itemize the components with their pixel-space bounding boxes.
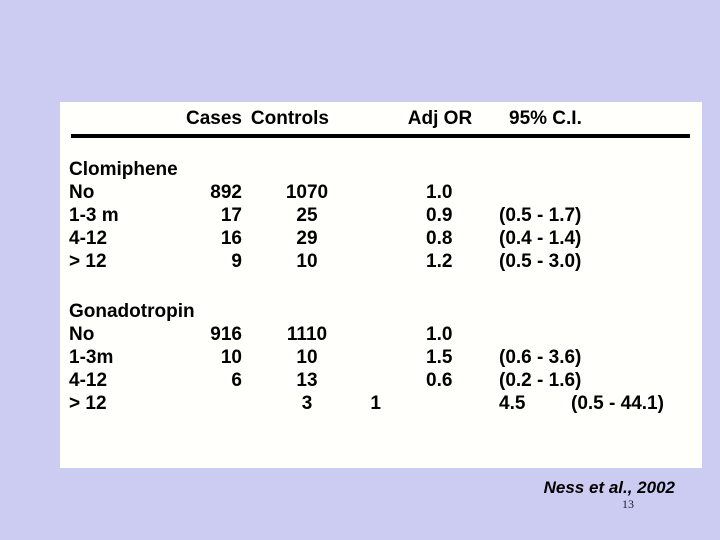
citation: Ness et al., 2002 bbox=[543, 478, 675, 497]
row-label: No bbox=[69, 182, 95, 203]
header-mid-spacer bbox=[329, 107, 381, 130]
cell-controls bbox=[242, 300, 329, 323]
cell-mid: 1 bbox=[370, 393, 381, 414]
ci-value: (0.5 - 44.1) bbox=[571, 393, 664, 414]
cell-cases: 916 bbox=[210, 324, 242, 345]
row-label: > 12 bbox=[69, 251, 107, 272]
table-row: > 12 9 10 1.2 (0.5 - 3.0) bbox=[60, 250, 702, 273]
cell-adj-or: 1.0 bbox=[426, 324, 453, 345]
cell-mid bbox=[329, 250, 381, 273]
cell-adj-or: 1.5 bbox=[426, 347, 453, 368]
cell-controls: 29 bbox=[296, 228, 318, 249]
table-row: 4-12 16 29 0.8 (0.4 - 1.4) bbox=[60, 227, 702, 250]
cell-controls: 10 bbox=[296, 251, 318, 272]
cell-mid bbox=[329, 227, 381, 250]
table-row: No 916 1110 1.0 bbox=[60, 323, 702, 346]
cell-ci: (0.6 - 3.6) bbox=[499, 346, 702, 369]
cell-adj-or: 0.6 bbox=[426, 370, 453, 391]
cell-controls: 3 bbox=[301, 393, 313, 414]
cell-ci: 4.5 (0.5 - 44.1) bbox=[499, 392, 702, 415]
cell-cases bbox=[184, 300, 242, 323]
header-spacer bbox=[60, 107, 184, 130]
cell-mid bbox=[329, 323, 381, 346]
cell-cases: 17 bbox=[220, 205, 242, 226]
cell-cases bbox=[184, 158, 242, 181]
section-label: Clomiphene bbox=[69, 159, 178, 180]
cell-adj-or: 0.8 bbox=[426, 228, 453, 249]
cell-controls: 25 bbox=[296, 205, 318, 226]
header-underline bbox=[71, 134, 690, 138]
cell-ci: (0.2 - 1.6) bbox=[499, 369, 702, 392]
table-section-row-clomiphene: Clomiphene bbox=[60, 158, 702, 181]
cell-adj-or bbox=[381, 158, 499, 181]
results-table-panel: Cases Controls Adj OR 95% C.I. Clomiphen… bbox=[60, 102, 702, 468]
row-label: > 12 bbox=[69, 393, 107, 414]
header-adj-or: Adj OR bbox=[407, 108, 473, 129]
cell-adj-or bbox=[381, 392, 499, 415]
page-number: 13 bbox=[622, 497, 634, 511]
ci-value: (0.5 - 3.0) bbox=[499, 251, 582, 272]
cell-mid bbox=[329, 346, 381, 369]
cell-ci bbox=[499, 323, 702, 346]
cell-controls: 1110 bbox=[286, 324, 328, 345]
cell-ci bbox=[499, 181, 702, 204]
ci-value: (0.4 - 1.4) bbox=[499, 228, 582, 249]
table-body: Clomiphene No 892 1070 1.0 1-3 m 17 25 0… bbox=[60, 158, 702, 415]
table-header-row: Cases Controls Adj OR 95% C.I. bbox=[60, 107, 702, 130]
ci-value: (0.6 - 3.6) bbox=[499, 347, 582, 368]
ci-value: (0.2 - 1.6) bbox=[499, 370, 582, 391]
cell-adj-or: 1.0 bbox=[426, 182, 453, 203]
cell-mid bbox=[329, 181, 381, 204]
cell-ci bbox=[499, 300, 702, 323]
cell-controls: 10 bbox=[296, 347, 318, 368]
cell-ci: (0.5 - 1.7) bbox=[499, 204, 702, 227]
cell-ci: (0.4 - 1.4) bbox=[499, 227, 702, 250]
cell-mid bbox=[329, 300, 381, 323]
cell-mid bbox=[329, 369, 381, 392]
row-label: 1-3m bbox=[69, 347, 114, 368]
cell-cases: 16 bbox=[220, 228, 242, 249]
cell-cases: 9 bbox=[231, 251, 242, 272]
cell-adj-or: 1.2 bbox=[426, 251, 453, 272]
row-label: 4-12 bbox=[69, 228, 108, 249]
ci-value: (0.5 - 1.7) bbox=[499, 205, 582, 226]
cell-adj-or bbox=[381, 300, 499, 323]
header-controls: Controls bbox=[250, 108, 329, 129]
table-row: 1-3 m 17 25 0.9 (0.5 - 1.7) bbox=[60, 204, 702, 227]
cell-controls: 13 bbox=[296, 370, 318, 391]
ci-lead-value: 4.5 bbox=[499, 393, 526, 414]
table-section-row-gonadotropin: Gonadotropin bbox=[60, 300, 702, 323]
cell-controls bbox=[242, 158, 329, 181]
cell-cases bbox=[184, 392, 242, 415]
cell-ci: (0.5 - 3.0) bbox=[499, 250, 702, 273]
row-label: 1-3 m bbox=[69, 205, 119, 226]
table-row: No 892 1070 1.0 bbox=[60, 181, 702, 204]
cell-cases: 892 bbox=[210, 182, 242, 203]
section-label: Gonadotropin bbox=[69, 301, 195, 322]
cell-ci bbox=[499, 158, 702, 181]
header-cases: Cases bbox=[186, 108, 242, 129]
cell-controls: 1070 bbox=[285, 182, 329, 203]
cell-adj-or: 0.9 bbox=[426, 205, 453, 226]
row-label: No bbox=[69, 324, 95, 345]
cell-mid bbox=[329, 158, 381, 181]
header-ci: 95% C.I. bbox=[509, 108, 582, 129]
table-row: 1-3m 10 10 1.5 (0.6 - 3.6) bbox=[60, 346, 702, 369]
cell-cases: 10 bbox=[220, 347, 242, 368]
cell-cases: 6 bbox=[231, 370, 242, 391]
table-row: 4-12 6 13 0.6 (0.2 - 1.6) bbox=[60, 369, 702, 392]
table-row: > 12 3 1 4.5 (0.5 - 44.1) bbox=[60, 392, 702, 415]
row-label: 4-12 bbox=[69, 370, 108, 391]
cell-mid bbox=[329, 204, 381, 227]
